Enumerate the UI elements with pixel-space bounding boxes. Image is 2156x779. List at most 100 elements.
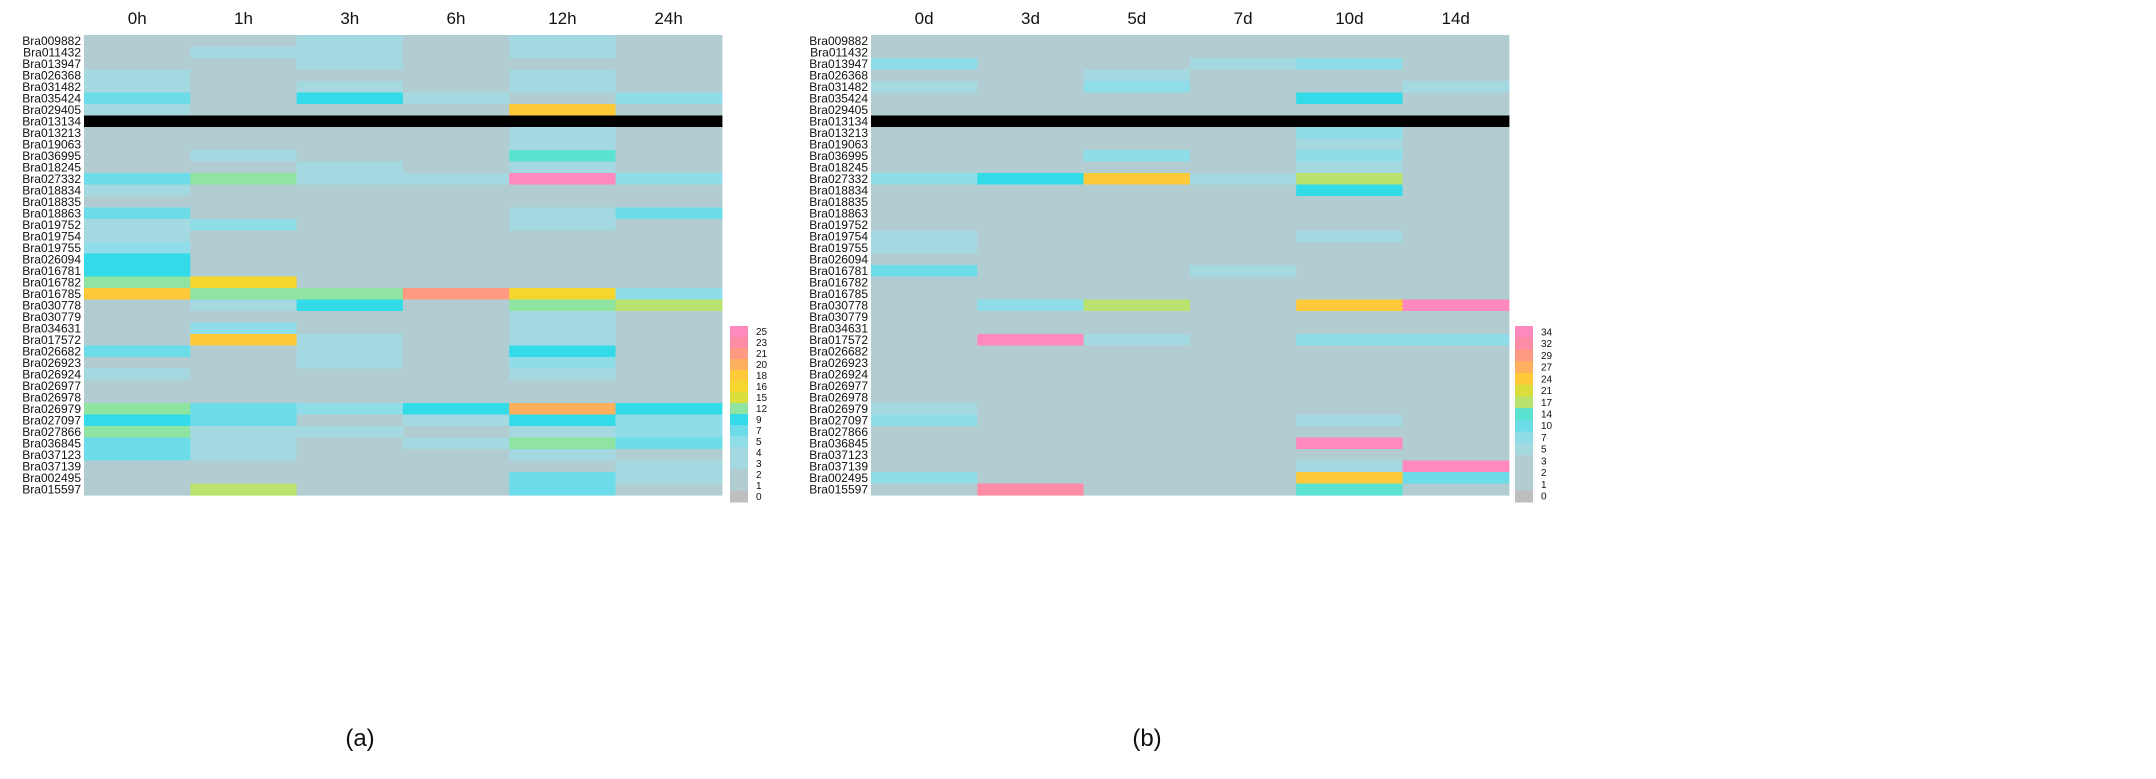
legend-swatch	[1515, 443, 1533, 456]
heatmap-cell	[1296, 58, 1404, 71]
legend-swatch	[730, 414, 748, 426]
legend-tick-label: 12	[756, 404, 768, 415]
heatmap-cell	[190, 173, 298, 186]
heatmap-cell	[296, 334, 404, 347]
heatmap-cell	[296, 127, 404, 140]
row-label: Bra019755	[22, 241, 81, 255]
heatmap-cell	[296, 380, 404, 393]
heatmap-cell	[1402, 219, 1510, 232]
heatmap-cell	[1189, 276, 1297, 289]
heatmap-cell	[509, 242, 617, 255]
heatmap-cell	[190, 414, 298, 427]
heatmap-cell	[1402, 414, 1510, 427]
row-label: Bra037139	[809, 460, 868, 474]
row-label: Bra034631	[22, 322, 81, 336]
heatmap-cell	[977, 311, 1085, 324]
heatmap-cell	[296, 196, 404, 209]
heatmap-cell	[509, 150, 617, 163]
heatmap-cell	[977, 334, 1085, 347]
heatmap-cell	[615, 265, 723, 278]
heatmap-cell	[1083, 104, 1191, 117]
separator-cell	[977, 115, 1085, 128]
heatmap-cell	[296, 403, 404, 416]
row-label: Bra013134	[809, 115, 868, 129]
row-label: Bra031482	[809, 80, 868, 94]
heatmap-cell	[402, 426, 510, 439]
heatmap-cell	[402, 460, 510, 473]
heatmap-cell	[1296, 46, 1404, 59]
heatmap-cell	[296, 414, 404, 427]
row-label: Bra009882	[22, 34, 81, 48]
heatmap-cell	[871, 449, 978, 462]
column-label: 5d	[1127, 9, 1146, 28]
heatmap-cell	[977, 414, 1085, 427]
heatmap-cell	[402, 449, 510, 462]
heatmap-cell	[1402, 380, 1510, 393]
heatmap-cell	[190, 391, 298, 404]
legend-tick-label: 1	[756, 481, 762, 492]
heatmap-cell	[190, 35, 298, 48]
heatmap-cell	[615, 127, 723, 140]
row-label: Bra011432	[810, 46, 868, 60]
heatmap-cell	[1189, 127, 1297, 140]
heatmap-cell	[1402, 472, 1510, 485]
heatmap-cell	[871, 46, 978, 59]
heatmap-cell	[190, 69, 298, 82]
row-label: Bra018245	[809, 161, 868, 175]
heatmap-cell	[871, 391, 978, 404]
heatmap-cell	[190, 46, 298, 59]
legend-swatch	[730, 469, 748, 481]
heatmap-cell	[509, 184, 617, 197]
row-label: Bra026094	[22, 253, 81, 267]
row-label: Bra026978	[22, 391, 81, 405]
heatmap-cell	[84, 403, 191, 416]
heatmap-cell	[402, 299, 510, 312]
heatmap-cell	[871, 69, 978, 82]
heatmap-cell	[1296, 161, 1404, 174]
heatmap-cell	[509, 414, 617, 427]
panel-label: (b)	[1132, 725, 1161, 752]
heatmap-cell	[977, 437, 1085, 450]
heatmap-cell	[84, 334, 191, 347]
heatmap-cell	[1296, 391, 1404, 404]
heatmap-cell	[1296, 334, 1404, 347]
row-label: Bra017572	[809, 333, 868, 347]
row-label: Bra036845	[809, 437, 868, 451]
row-label: Bra030778	[22, 299, 81, 313]
heatmap-cell	[1402, 161, 1510, 174]
heatmap-cell	[1083, 403, 1191, 416]
heatmap-cell	[296, 265, 404, 278]
heatmap-cell	[84, 230, 191, 243]
heatmap-cell	[1402, 288, 1510, 301]
legend-tick-label: 3	[1541, 456, 1547, 467]
column-label: 0d	[915, 9, 934, 28]
heatmap-cell	[402, 81, 510, 94]
heatmap-cell	[509, 265, 617, 278]
row-label: Bra016781	[809, 264, 868, 278]
heatmap-cell	[871, 196, 978, 209]
heatmap-cell	[977, 196, 1085, 209]
row-label: Bra027866	[22, 425, 81, 439]
legend-tick-label: 18	[756, 371, 768, 382]
heatmap-cell	[402, 184, 510, 197]
heatmap-cell	[977, 276, 1085, 289]
legend-swatch	[730, 381, 748, 393]
heatmap-cell	[871, 127, 978, 140]
heatmap-cell	[1296, 69, 1404, 82]
heatmap-cell	[509, 127, 617, 140]
heatmap-cell	[84, 127, 191, 140]
heatmap-cell	[1189, 460, 1297, 473]
heatmap-cell	[1189, 449, 1297, 462]
row-label: Bra019752	[22, 218, 81, 232]
heatmap-cell	[509, 219, 617, 232]
heatmap-cell	[1083, 368, 1191, 381]
heatmap-cell	[1296, 230, 1404, 243]
row-label: Bra036995	[809, 149, 868, 163]
heatmap-cell	[615, 230, 723, 243]
row-label: Bra013947	[809, 57, 868, 71]
heatmap-cell	[615, 81, 723, 94]
heatmap-cell	[871, 104, 978, 117]
heatmap-cell	[296, 483, 404, 496]
row-label: Bra027097	[22, 414, 81, 428]
heatmap-cell	[615, 311, 723, 324]
